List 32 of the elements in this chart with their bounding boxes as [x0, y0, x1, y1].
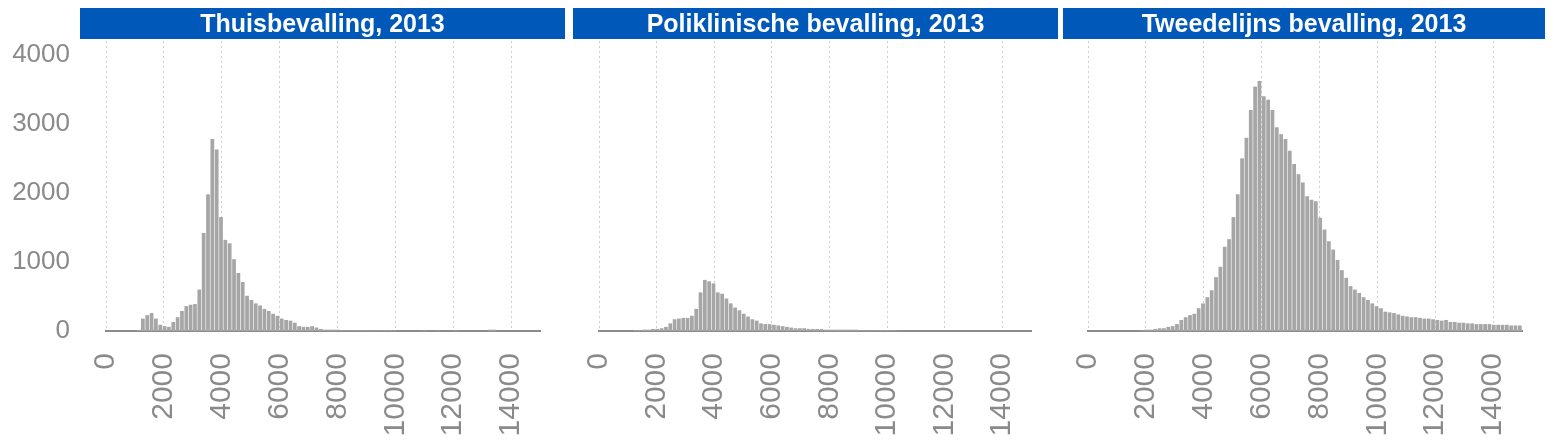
x-tick-label: 0: [580, 353, 614, 370]
x-tick-label: 2000: [1127, 353, 1161, 420]
x-tick-label: 0: [87, 353, 121, 370]
y-tick-label: 0: [55, 314, 70, 345]
x-tick-label: 10000: [376, 353, 410, 437]
x-tick-label: 4000: [695, 353, 729, 420]
x-tick-label: 2000: [145, 353, 179, 420]
x-tick-label: 6000: [260, 353, 294, 420]
chart-title: Tweedelijns bevalling, 2013: [1063, 8, 1545, 39]
y-tick-label: 2000: [12, 176, 70, 207]
x-tick-label: 10000: [868, 353, 902, 437]
y-tick-label: 1000: [12, 245, 70, 276]
x-tick-label: 4000: [1185, 353, 1218, 420]
x-tick-label: 6000: [753, 353, 787, 420]
x-tick-label: 12000: [1416, 353, 1450, 437]
y-tick-label: 4000: [12, 37, 70, 68]
x-tick-label: 12000: [925, 353, 959, 437]
x-tick-label: 2000: [637, 353, 671, 420]
x-tick-label: 14000: [983, 353, 1017, 437]
y-tick-label: 3000: [12, 107, 70, 138]
chart-title: Poliklinische bevalling, 2013: [573, 8, 1058, 39]
x-tick-label: 4000: [203, 353, 236, 420]
x-tick-label: 10000: [1358, 353, 1392, 437]
x-tick-label: 14000: [492, 353, 526, 437]
x-tick-label: 0: [1069, 353, 1103, 370]
x-tick-label: 14000: [1474, 353, 1508, 437]
x-tick-label: 6000: [1242, 353, 1276, 420]
x-tick-label: 12000: [434, 353, 468, 437]
x-tick-label: 8000: [1300, 353, 1334, 420]
x-tick-label: 8000: [318, 353, 352, 420]
chart-title: Thuisbevalling, 2013: [80, 8, 565, 39]
x-tick-label: 8000: [810, 353, 844, 420]
